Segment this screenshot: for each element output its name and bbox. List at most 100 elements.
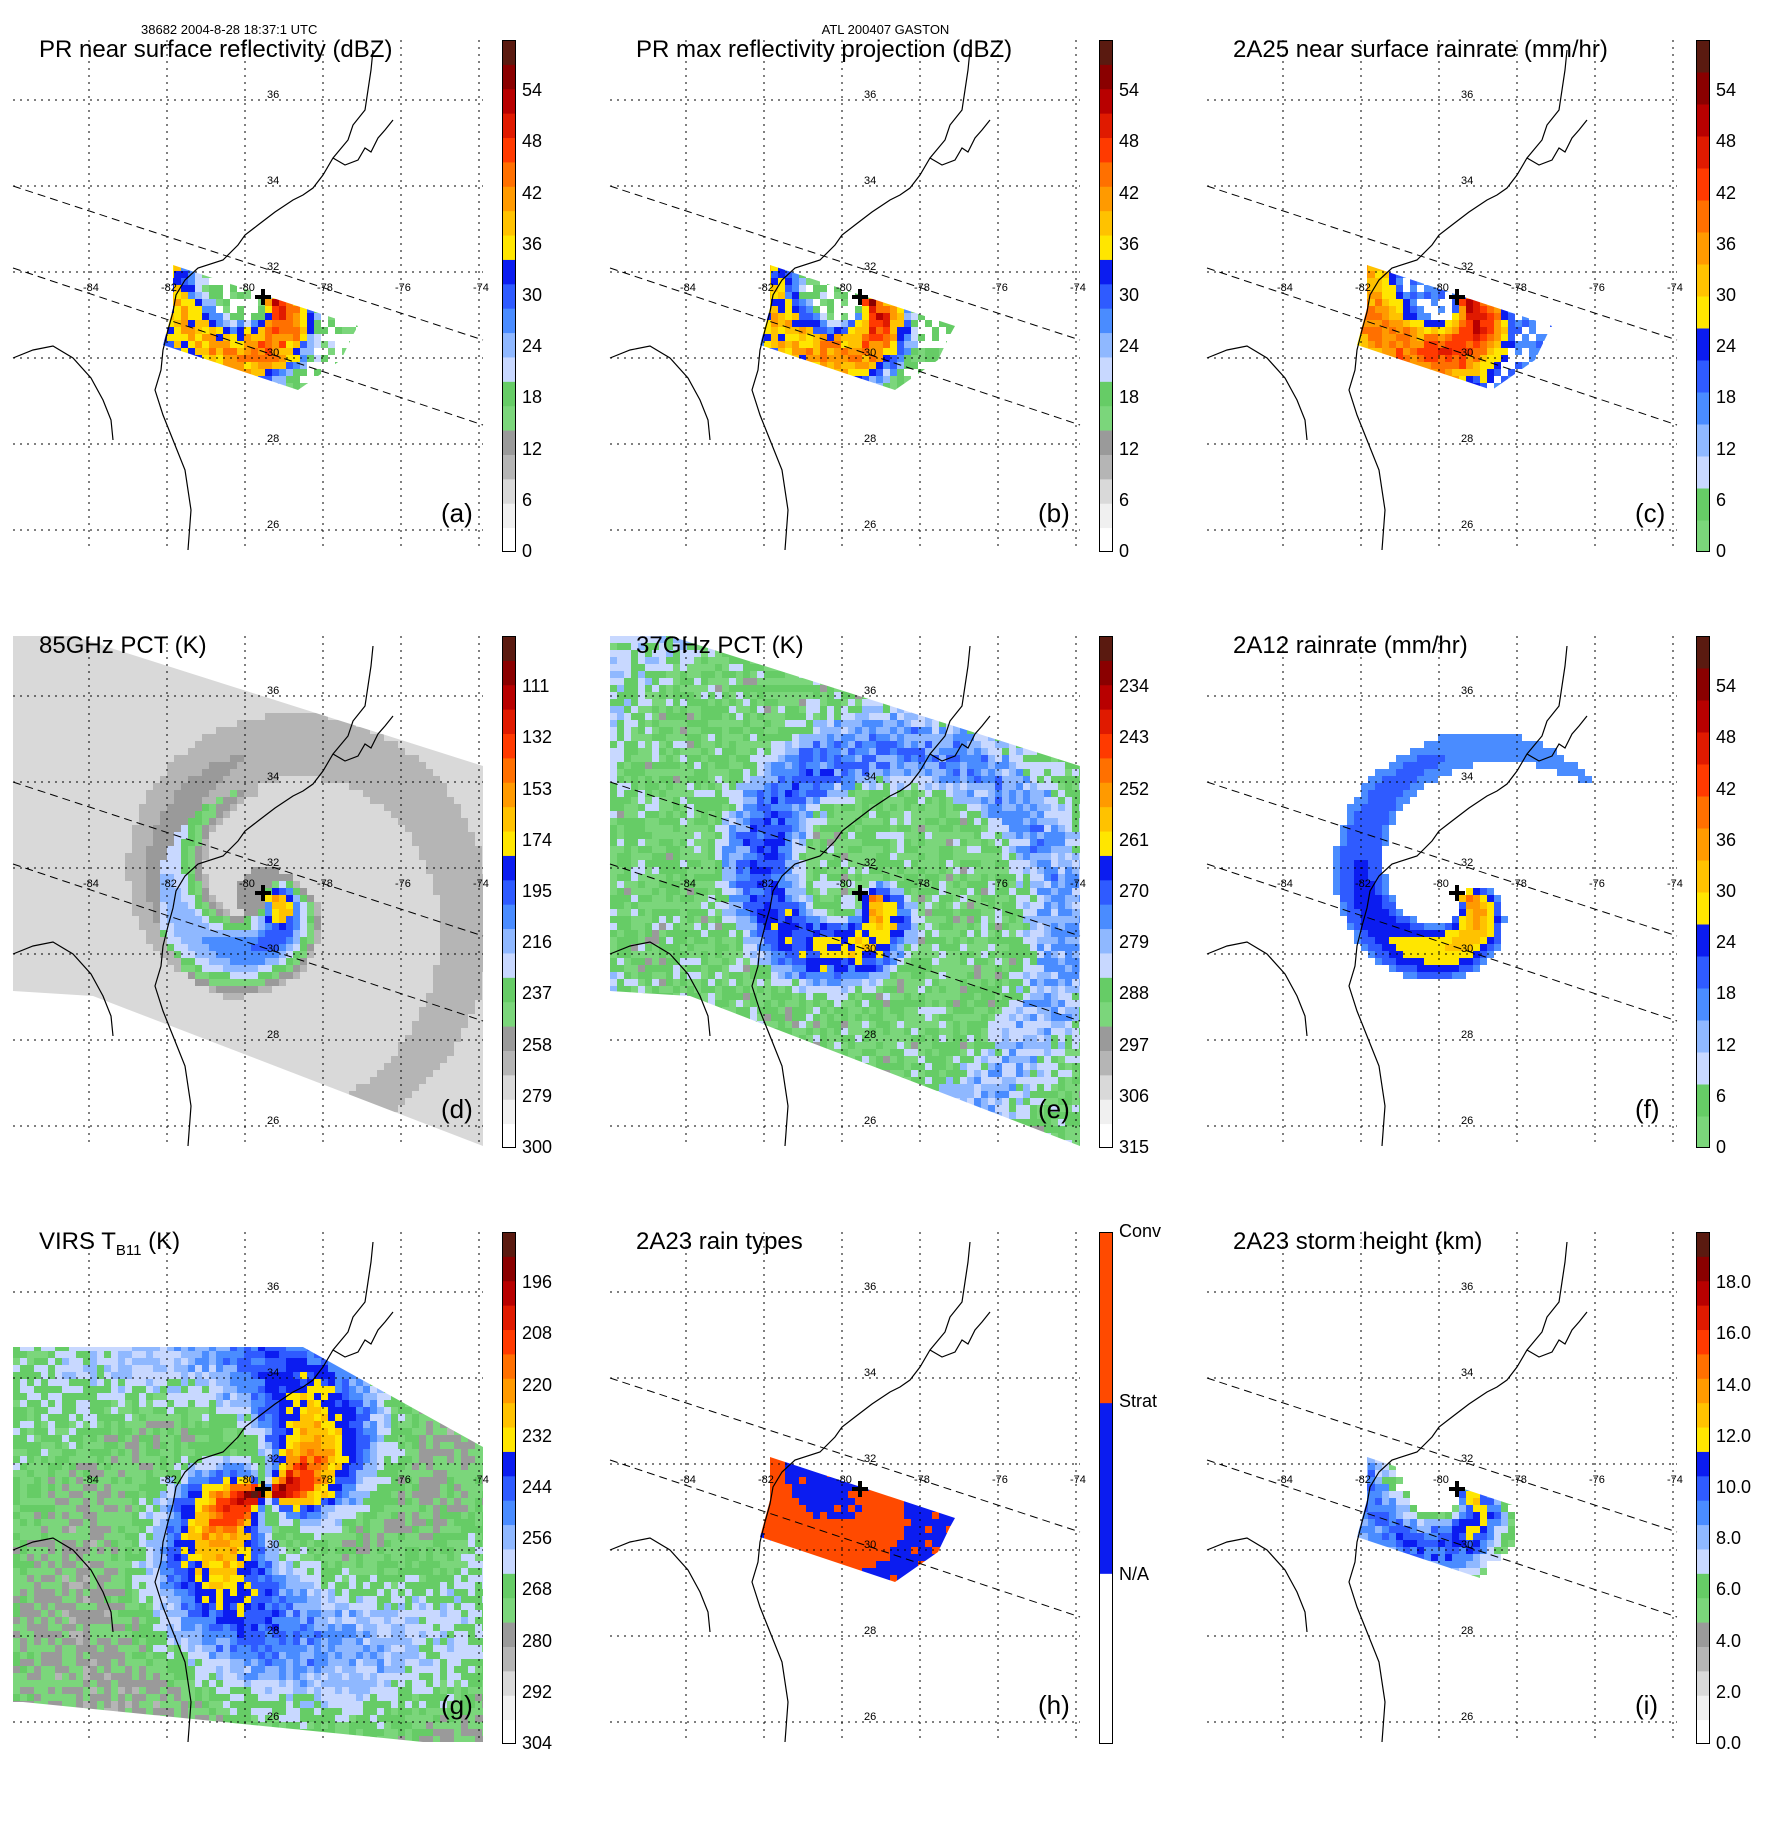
lon-label: -78	[317, 878, 333, 890]
lon-label: -82	[1355, 282, 1371, 294]
colorbar-tick: 268	[522, 1579, 552, 1600]
field-a	[13, 40, 489, 551]
field-h	[610, 1232, 1086, 1743]
colorbar-c	[1696, 40, 1710, 552]
colorbar-tick: 48	[1716, 131, 1736, 152]
colorbar-e	[1099, 636, 1113, 1148]
lat-label: 28	[864, 1625, 876, 1637]
colorbar-tick: 48	[522, 131, 542, 152]
colorbar-tick: 300	[522, 1137, 552, 1158]
lon-label: -84	[680, 1474, 696, 1486]
colorbar-tick: 234	[1119, 676, 1149, 697]
lat-label: 36	[1461, 685, 1473, 697]
colorbar-tick: 292	[522, 1682, 552, 1703]
colorbar-tick: 220	[522, 1375, 552, 1396]
lat-label: 36	[267, 89, 279, 101]
colorbar-tick: 288	[1119, 983, 1149, 1004]
colorbar-tick: 16.0	[1716, 1323, 1751, 1344]
colorbar-tick: 252	[1119, 779, 1149, 800]
colorbar-tick: 30	[1119, 285, 1139, 306]
colorbar-tick: 12	[1716, 439, 1736, 460]
colorbar-tick: 42	[1716, 183, 1736, 204]
colorbar-tick: 30	[522, 285, 542, 306]
colorbar-tick: 304	[522, 1733, 552, 1754]
lon-label: -76	[1589, 878, 1605, 890]
colorbar-tick: 12	[1716, 1035, 1736, 1056]
lat-label: 36	[267, 685, 279, 697]
colorbar-tick: 4.0	[1716, 1631, 1741, 1652]
colorbar-tick: 12	[522, 439, 542, 460]
panel-label: (e)	[1038, 1094, 1070, 1125]
colorbar-tick: 30	[1716, 881, 1736, 902]
lat-label: 30	[267, 1539, 279, 1551]
lon-label: -82	[758, 1474, 774, 1486]
lon-label: -82	[1355, 878, 1371, 890]
lat-label: 36	[267, 1281, 279, 1293]
lon-label: -78	[317, 282, 333, 294]
lon-label: -82	[1355, 1474, 1371, 1486]
colorbar-tick: 174	[522, 830, 552, 851]
lon-label: -76	[992, 1474, 1008, 1486]
lon-label: -84	[1277, 1474, 1293, 1486]
field-g	[13, 1232, 489, 1743]
lat-label: 32	[267, 261, 279, 273]
colorbar-tick: 244	[522, 1477, 552, 1498]
colorbar-tick: 42	[522, 183, 542, 204]
lat-label: 34	[267, 175, 279, 187]
lat-label: 26	[864, 519, 876, 531]
lat-label: 26	[864, 1711, 876, 1723]
lon-label: -74	[473, 1474, 489, 1486]
lat-label: 36	[1461, 1281, 1473, 1293]
lon-label: -74	[1070, 1474, 1086, 1486]
colorbar-tick: 42	[1119, 183, 1139, 204]
colorbar-tick: 18	[1119, 387, 1139, 408]
lat-label: 30	[864, 1539, 876, 1551]
colorbar-tick: 256	[522, 1528, 552, 1549]
panel-label: (g)	[441, 1690, 473, 1721]
colorbar-tick: 0	[522, 541, 532, 562]
lon-label: -78	[1511, 1474, 1527, 1486]
lat-label: 34	[864, 175, 876, 187]
colorbar-tick: 279	[522, 1086, 552, 1107]
lat-label: 36	[864, 685, 876, 697]
lon-label: -80	[1433, 282, 1449, 294]
lon-label: -82	[161, 1474, 177, 1486]
lon-label: -78	[1511, 282, 1527, 294]
lat-label: 34	[1461, 1367, 1473, 1379]
colorbar-tick: 54	[1716, 676, 1736, 697]
storm-header: ATL 200407 GASTON	[0, 22, 1771, 37]
colorbar-tick: 18.0	[1716, 1272, 1751, 1293]
lat-label: 28	[1461, 433, 1473, 445]
colorbar-tick: 6	[1716, 1086, 1726, 1107]
colorbar-tick: 0	[1716, 1137, 1726, 1158]
colorbar-tick: 54	[522, 80, 542, 101]
lon-label: -76	[395, 282, 411, 294]
colorbar-d	[502, 636, 516, 1148]
colorbar-tick: 6	[1119, 490, 1129, 511]
panel-title: 2A23 storm height (km)	[1233, 1228, 1482, 1256]
lat-label: 26	[864, 1115, 876, 1127]
field-b	[610, 40, 1086, 551]
colorbar-tick: 258	[522, 1035, 552, 1056]
lon-label: -74	[1667, 878, 1683, 890]
colorbar-tick: 261	[1119, 830, 1149, 851]
lat-label: 34	[864, 1367, 876, 1379]
lat-label: 30	[267, 943, 279, 955]
colorbar-tick: Conv	[1119, 1221, 1161, 1242]
panel-label: (a)	[441, 498, 473, 529]
panel-title: VIRS TB11 (K)	[39, 1228, 180, 1259]
lat-label: 34	[864, 771, 876, 783]
colorbar-tick: 6	[522, 490, 532, 511]
lon-label: -78	[1511, 878, 1527, 890]
colorbar-tick: 18	[1716, 983, 1736, 1004]
lat-label: 28	[864, 433, 876, 445]
panel-title: 37GHz PCT (K)	[636, 632, 804, 660]
lat-label: 34	[1461, 771, 1473, 783]
colorbar-f	[1696, 636, 1710, 1148]
colorbar-tick: 24	[1716, 336, 1736, 357]
